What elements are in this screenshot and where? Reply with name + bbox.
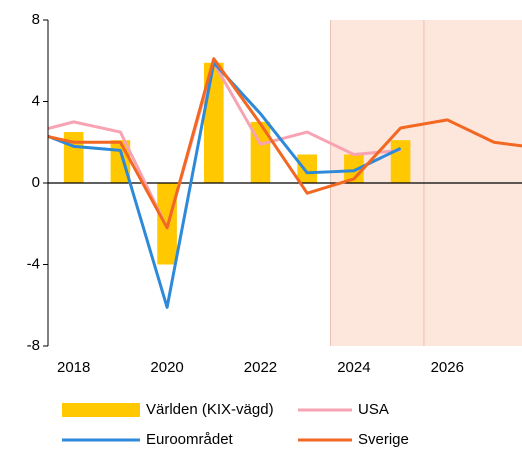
y-tick-label: -4 <box>27 255 40 272</box>
x-tick-label: 2020 <box>150 359 183 376</box>
y-tick-label: 4 <box>32 92 40 109</box>
x-tick-label: 2018 <box>57 359 90 376</box>
y-tick-label: 0 <box>32 174 40 191</box>
x-tick-label: 2022 <box>244 359 277 376</box>
x-tick-label: 2026 <box>431 359 464 376</box>
y-tick-label: -8 <box>27 337 40 354</box>
legend-label: Euroområdet <box>146 431 234 448</box>
legend-label: Världen (KIX-vägd) <box>146 401 274 418</box>
x-tick-label: 2024 <box>337 359 370 376</box>
y-tick-label: 8 <box>32 11 40 28</box>
bar <box>297 154 317 183</box>
plot-area <box>48 20 522 346</box>
legend-swatch <box>62 403 140 417</box>
legend-label: Sverige <box>358 431 409 448</box>
bar <box>344 154 364 183</box>
legend-label: USA <box>358 401 389 418</box>
bar <box>390 140 411 183</box>
line <box>48 57 522 230</box>
